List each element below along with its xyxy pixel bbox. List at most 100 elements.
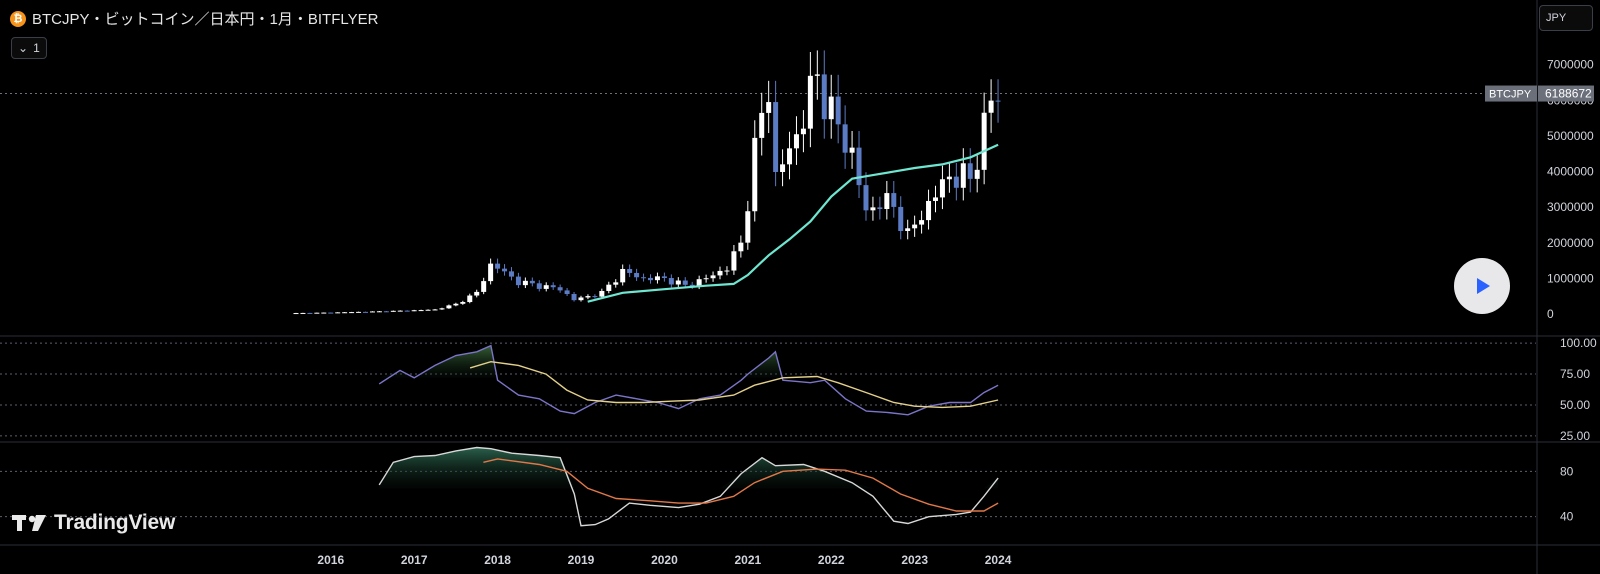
candle-body — [905, 228, 911, 231]
interval-button[interactable]: ⌄ 1 — [11, 37, 47, 59]
candle-body — [842, 124, 848, 153]
candle-body — [585, 296, 591, 298]
candle-body — [564, 290, 570, 295]
candle-body — [745, 211, 751, 243]
candle-body — [314, 312, 320, 314]
candle-body — [515, 276, 521, 286]
time-tick-label: 2019 — [568, 553, 595, 567]
candle-body — [793, 134, 799, 149]
candle-body — [613, 282, 619, 285]
price-tick-label: 1000000 — [1547, 272, 1594, 286]
candle-body — [599, 290, 605, 297]
candle-body — [766, 102, 772, 113]
candle-body — [988, 100, 994, 113]
candle-body — [390, 310, 396, 312]
candle-body — [648, 277, 653, 281]
currency-button[interactable]: JPY — [1539, 5, 1593, 31]
candle-body — [932, 197, 938, 201]
bitcoin-icon: ₿ — [10, 10, 26, 27]
tradingview-logo: TradingView — [12, 511, 175, 535]
candle-body — [668, 278, 674, 285]
time-axis: 2016 2017 2018 2019 2020 2021 2022 2023 2024 — [317, 553, 1011, 567]
candle-body — [550, 285, 556, 288]
candle-body — [661, 276, 667, 279]
candle-body — [571, 294, 577, 301]
candle-body — [752, 137, 758, 212]
candle-body — [488, 263, 494, 282]
candle-body — [828, 96, 834, 120]
candle-body — [821, 74, 827, 120]
candle-body — [557, 287, 563, 291]
oscillator-line — [378, 446, 999, 527]
candle-body — [439, 308, 445, 310]
candle-body — [578, 297, 584, 301]
candle-body — [522, 280, 528, 286]
candle-body — [411, 310, 417, 312]
time-tick-label: 2021 — [734, 553, 761, 567]
candle-body — [703, 278, 709, 280]
candle-body — [967, 163, 973, 179]
candle-body — [731, 251, 737, 271]
candle-body — [453, 303, 459, 306]
tradingview-logo-icon — [12, 515, 46, 531]
candle-body — [870, 207, 876, 211]
candle-body — [912, 224, 918, 229]
replay-button[interactable] — [1454, 258, 1510, 314]
candle-body — [898, 206, 904, 231]
candle-body — [800, 128, 806, 135]
moving-average-line — [587, 143, 999, 303]
candle-body — [814, 74, 820, 76]
candle-body — [321, 312, 327, 314]
candle-body — [474, 291, 480, 296]
rsi-tick-label: 50.00 — [1560, 398, 1590, 412]
price-tick-label: 2000000 — [1547, 236, 1594, 250]
candle-body — [606, 284, 612, 291]
time-tick-label: 2018 — [484, 553, 511, 567]
candle-body — [300, 312, 306, 314]
candle-body — [307, 312, 313, 314]
price-scale[interactable]: 0100000020000003000000400000050000006000… — [1485, 58, 1597, 524]
time-tick-label: 2023 — [901, 553, 928, 567]
rsi-line — [378, 344, 999, 416]
time-tick-label: 2024 — [985, 553, 1012, 567]
candle-body — [787, 148, 793, 165]
symbol-badge-label: BTCJPY — [1489, 89, 1532, 101]
candle-body — [342, 312, 348, 314]
interval-label: 1 — [33, 41, 40, 55]
candle-body — [495, 263, 501, 269]
price-pane — [0, 50, 1485, 315]
rsi-fill-area — [379, 345, 999, 378]
candle-body — [738, 242, 744, 252]
candle-body — [835, 96, 841, 125]
oscillator-tick-label: 40 — [1560, 510, 1574, 524]
oscillator-fill-area — [379, 447, 999, 489]
rsi-tick-label: 100.00 — [1560, 336, 1597, 350]
candle-body — [981, 112, 987, 170]
candle-body — [432, 309, 438, 311]
candle-body — [641, 277, 647, 279]
play-icon — [1477, 278, 1490, 294]
candle-body — [891, 193, 897, 207]
candle-body — [376, 311, 382, 313]
candle-body — [481, 281, 487, 292]
currency-label: JPY — [1546, 12, 1567, 24]
candle-body — [696, 279, 702, 287]
rsi-tick-label: 25.00 — [1560, 429, 1590, 443]
candle-body — [995, 100, 1001, 102]
candle-body — [953, 176, 959, 188]
candle-body — [627, 268, 633, 273]
candle-body — [502, 268, 508, 272]
candle-body — [356, 311, 362, 313]
rsi-ma-line — [469, 360, 999, 409]
candle-body — [710, 275, 716, 279]
candle-body — [446, 305, 452, 309]
candle-body — [939, 179, 945, 198]
time-tick-label: 2017 — [401, 553, 428, 567]
symbol-title[interactable]: BTCJPY・ビットコイン／日本円・1月・BITFLYER — [32, 11, 379, 28]
candle-body — [363, 311, 369, 313]
candle-body — [773, 102, 779, 172]
price-tick-label: 5000000 — [1547, 129, 1594, 143]
candle-body — [293, 313, 299, 315]
candle-body — [397, 310, 403, 312]
candle-body — [807, 75, 813, 129]
